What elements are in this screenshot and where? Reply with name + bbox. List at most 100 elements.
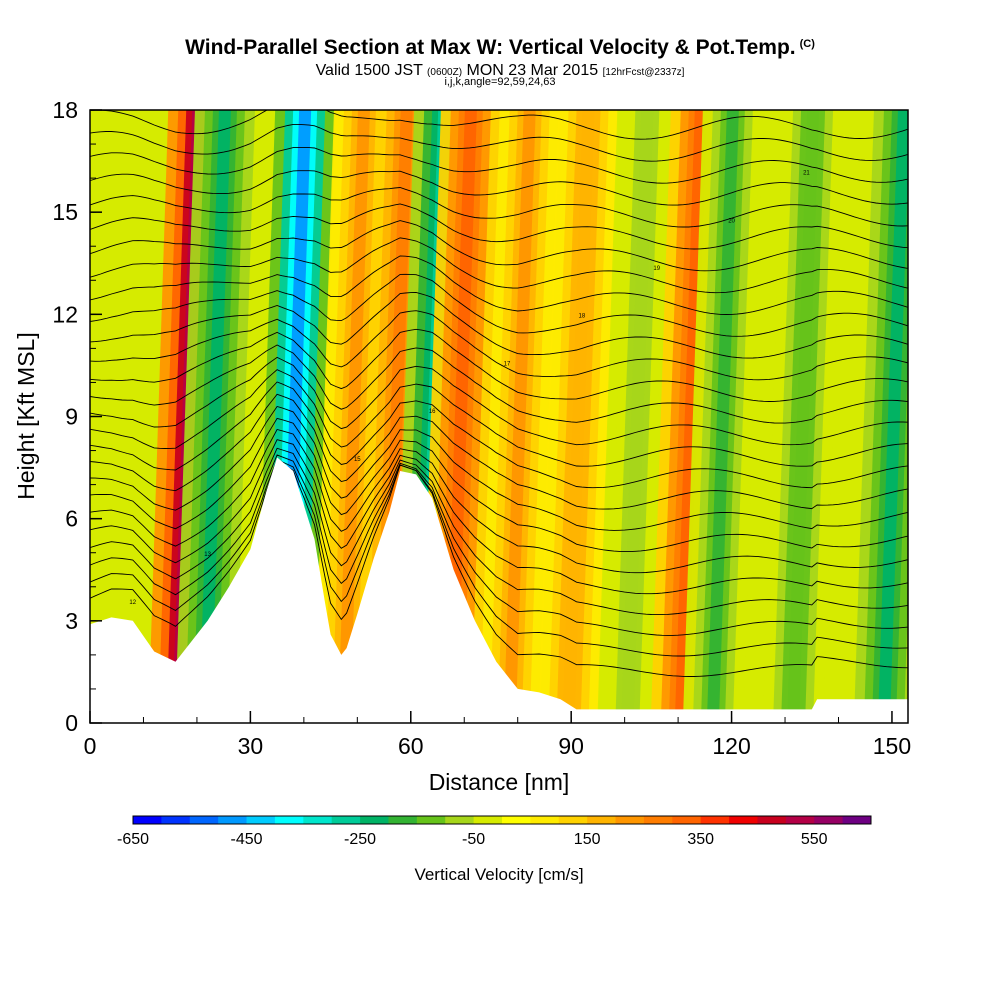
colorbar-tick-label: -250 xyxy=(344,831,376,848)
colorbar-swatch xyxy=(246,816,276,824)
isentrope-line xyxy=(90,447,908,616)
x-tick-label: 90 xyxy=(558,733,584,759)
velocity-core xyxy=(538,110,619,723)
colorbar-swatch xyxy=(643,816,673,824)
velocity-band xyxy=(706,110,739,723)
colorbar-swatch xyxy=(757,816,787,824)
colorbar-tick-label: -450 xyxy=(231,831,263,848)
velocity-core xyxy=(597,110,678,723)
terrain-mask xyxy=(90,457,908,723)
colorbar-swatch xyxy=(189,816,219,824)
y-tick-label: 15 xyxy=(52,199,78,225)
colorbar-swatch xyxy=(274,816,304,824)
x-tick-label: 30 xyxy=(238,733,264,759)
velocity-band xyxy=(198,110,231,723)
isentrope-line xyxy=(90,123,908,162)
isentrope-line xyxy=(90,237,908,294)
colorbar-swatch xyxy=(558,816,588,824)
colorbar-swatch xyxy=(587,816,617,824)
x-tick-label: 120 xyxy=(712,733,750,759)
velocity-band xyxy=(337,110,370,723)
x-tick-label: 60 xyxy=(398,733,424,759)
y-tick-label: 6 xyxy=(65,506,78,532)
isentrope-line xyxy=(90,170,908,206)
colorbar-frame xyxy=(132,815,872,825)
isentrope-label: 18 xyxy=(579,314,586,320)
colorbar-swatch xyxy=(161,816,191,824)
colorbar-swatch xyxy=(530,816,560,824)
velocity-core xyxy=(763,110,844,723)
velocity-band xyxy=(562,110,595,723)
isentrope-line xyxy=(90,292,908,359)
isentrope-line xyxy=(90,454,908,636)
colorbar-swatch xyxy=(729,816,758,824)
colorbar-swatch xyxy=(360,816,389,824)
isentrope-line xyxy=(90,458,908,657)
velocity-core xyxy=(853,110,908,723)
velocity-band xyxy=(503,110,536,723)
chart-title: Wind-Parallel Section at Max W: Vertical… xyxy=(0,36,1000,60)
isentrope-line xyxy=(90,405,908,531)
colorbar-swatch xyxy=(416,816,446,824)
x-axis-label: Distance [nm] xyxy=(429,769,570,795)
velocity-core xyxy=(682,110,763,723)
isentrope-line xyxy=(90,273,908,337)
valid-date: MON 23 Mar 2015 xyxy=(466,62,599,79)
velocity-band xyxy=(621,110,654,723)
isentrope-line xyxy=(90,381,908,489)
colorbar-swatch xyxy=(672,816,702,824)
isentrope-label: 12 xyxy=(129,600,136,606)
isentrope-line xyxy=(90,344,908,424)
velocity-field xyxy=(148,110,908,723)
valid-prefix: Valid 1500 JST xyxy=(315,62,423,79)
chart-title-main: Wind-Parallel Section at Max W: Vertical… xyxy=(185,36,796,59)
potential-temperature-contours: 12131415161718192021 xyxy=(90,110,908,677)
colorbar-label: Vertical Velocity [cm/s] xyxy=(414,865,583,884)
colorbar-swatch xyxy=(615,816,645,824)
isentrope-line xyxy=(90,220,908,272)
valid-utc: (0600Z) xyxy=(427,67,463,78)
isentrope-label: 17 xyxy=(504,361,511,367)
x-axis: 0 30 60 90 120 150 xyxy=(84,711,911,759)
y-tick-label: 9 xyxy=(65,404,78,430)
y-tick-label: 18 xyxy=(52,97,78,123)
isentrope-label: 20 xyxy=(728,218,735,224)
isentrope-line xyxy=(90,146,908,184)
colorbar-tick-label: 550 xyxy=(801,831,828,848)
isentrope-line xyxy=(90,439,908,595)
isentrope-label: 19 xyxy=(653,266,660,272)
colorbar-swatch xyxy=(218,816,248,824)
colorbar-swatch xyxy=(445,816,475,824)
y-tick-label: 3 xyxy=(65,608,78,634)
y-tick-label: 0 xyxy=(65,710,78,736)
isentrope-line xyxy=(90,110,908,140)
colorbar-swatch xyxy=(842,816,872,824)
colorbar-swatch xyxy=(700,816,730,824)
isentrope-line xyxy=(90,310,908,381)
chart-title-unit: (C) xyxy=(799,38,815,50)
isentrope-line xyxy=(90,356,908,446)
forecast-label: [12hrFcst@2337z] xyxy=(602,67,685,78)
colorbar-swatch xyxy=(133,816,162,824)
colorbar-swatch xyxy=(331,816,361,824)
colorbar-swatch xyxy=(388,816,418,824)
velocity-core xyxy=(479,110,560,723)
y-axis-label: Height [Kft MSL] xyxy=(13,332,39,499)
x-tick-label: 0 xyxy=(84,733,97,759)
colorbar-swatch xyxy=(785,816,815,824)
colorbar-tick-label: -650 xyxy=(117,831,149,848)
isentrope-label: 15 xyxy=(354,457,361,463)
velocity-band xyxy=(877,110,908,723)
y-axis: 0 3 6 9 12 15 18 xyxy=(52,97,102,736)
velocity-band xyxy=(787,110,820,723)
y-tick-label: 12 xyxy=(52,301,78,327)
colorbar-swatch xyxy=(303,816,333,824)
colorbar-tick-label: -50 xyxy=(462,831,485,848)
colorbar-swatch xyxy=(502,816,531,824)
isentrope-line xyxy=(90,393,908,510)
isentrope-label: 13 xyxy=(204,552,211,558)
x-tick-label: 150 xyxy=(873,733,911,759)
chart-subtitle: Valid 1500 JST (0600Z) MON 23 Mar 2015 [… xyxy=(0,62,1000,80)
isentrope-line xyxy=(90,187,908,228)
